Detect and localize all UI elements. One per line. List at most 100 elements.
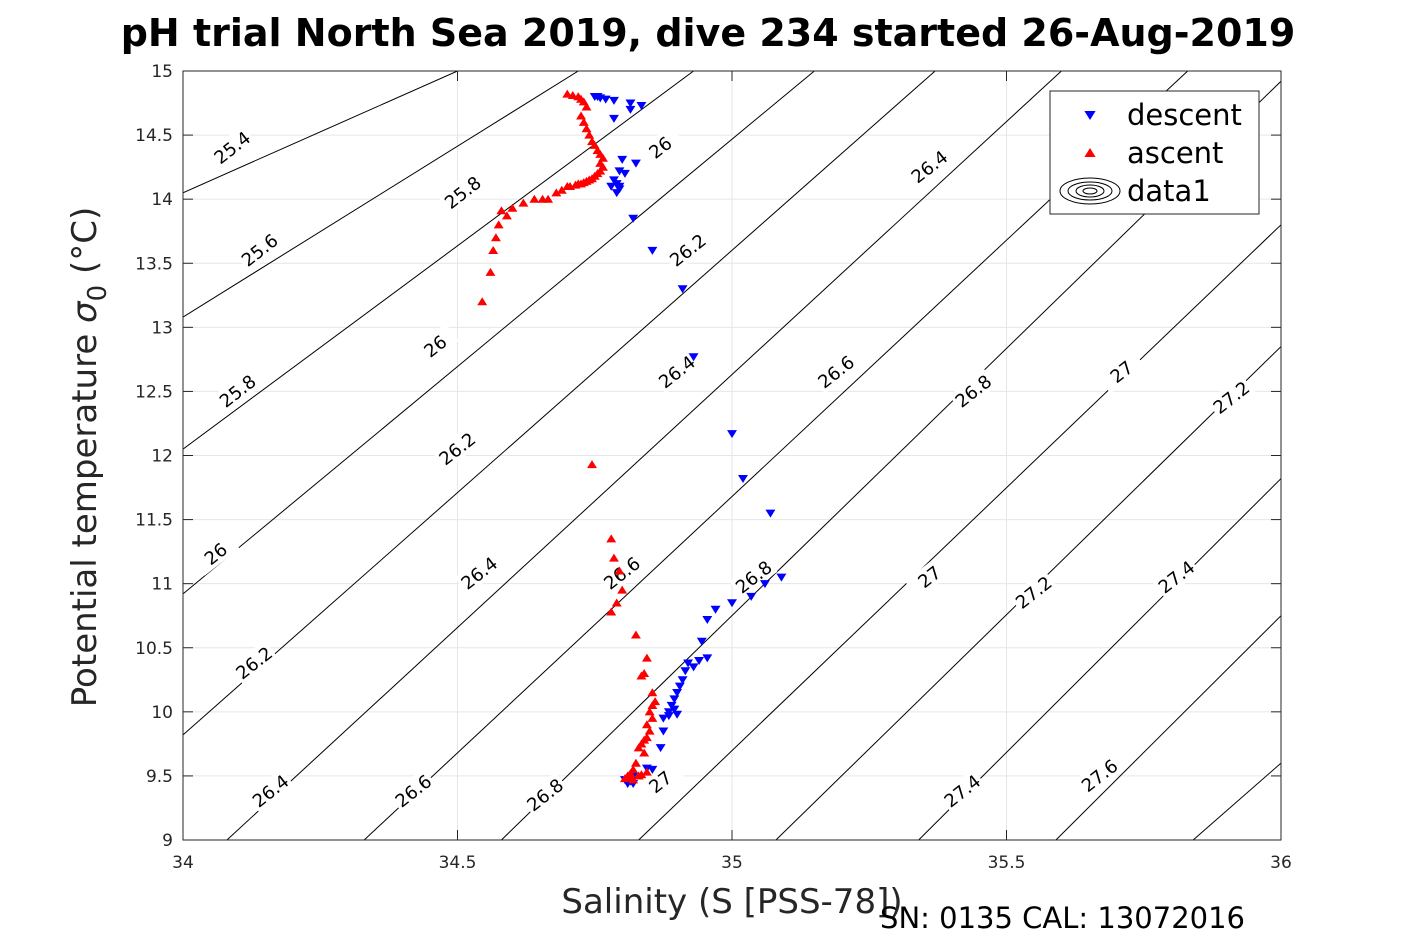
contour-label-backdrop — [191, 531, 240, 576]
contour-label-backdrop — [948, 368, 998, 413]
descent-point — [628, 214, 639, 223]
y-axis-label-unit: (°C) — [65, 207, 105, 285]
y-axis-label-main: Potential temperature — [65, 323, 105, 707]
descent-point — [672, 689, 683, 698]
ascent-point — [630, 758, 641, 767]
contour-label-backdrop — [904, 554, 954, 599]
descent-point — [663, 712, 674, 721]
grid-lines — [183, 71, 1281, 840]
descent-point — [625, 99, 636, 108]
y-tick-label: 12.5 — [135, 382, 173, 402]
contour-label-backdrop — [1075, 752, 1124, 798]
descent-point — [677, 676, 688, 685]
descent-point — [765, 509, 776, 518]
ascent-point — [490, 233, 501, 242]
legend-contour-ring — [1067, 181, 1113, 201]
ascent-point — [570, 180, 581, 189]
descent-point — [688, 353, 699, 362]
contour-label-backdrop — [410, 323, 460, 368]
ascent-point — [630, 630, 641, 639]
ascent-point — [551, 188, 562, 197]
descent-point — [738, 474, 748, 483]
x-axis-label: Salinity (S [PSS-78]) — [561, 882, 902, 922]
x-tick-label: 35 — [721, 853, 743, 873]
ascent-point — [636, 671, 647, 680]
contour-label-backdrop — [246, 768, 295, 813]
descent-point — [710, 605, 721, 614]
descent-point — [696, 637, 707, 646]
x-tick-label: 36 — [1270, 853, 1292, 873]
legend-contour-ring — [1059, 177, 1121, 205]
y-axis-label: Potential temperature σ0 (°C) — [65, 207, 113, 707]
descent-point — [658, 714, 669, 723]
axis-ticks: 34 34.5 35 35.5 36 9 9.5 10 10.5 11 11.5 12 12.5 13 13… — [135, 62, 1292, 873]
descent-point — [674, 682, 685, 691]
ascent-point — [641, 720, 652, 729]
contour-label-backdrop — [811, 349, 860, 394]
descent-point — [647, 765, 658, 774]
descent-point — [647, 246, 658, 255]
legend-label-descent: descent — [1127, 98, 1242, 132]
ascent-point — [493, 220, 504, 229]
ascent-point — [641, 767, 652, 776]
ascent-point — [501, 211, 512, 220]
descent-point — [688, 663, 699, 672]
descent-point — [727, 430, 737, 439]
descent-point — [609, 96, 619, 105]
descent-point — [636, 102, 647, 111]
data-series — [477, 89, 787, 789]
contour-label-backdrop — [207, 124, 256, 170]
density-contour-line — [1055, 615, 1281, 840]
ascent-point — [644, 726, 655, 735]
ascent-point — [614, 566, 625, 575]
contour-label-backdrop — [652, 349, 701, 394]
y-tick-label: 14 — [151, 190, 173, 210]
y-tick-label: 13 — [151, 318, 173, 338]
contour-label-backdrop — [432, 426, 481, 471]
descent-point — [702, 654, 713, 663]
y-tick-label: 10 — [151, 703, 173, 723]
ascent-point — [567, 90, 578, 99]
contour-label-backdrop — [904, 144, 954, 189]
descent-point — [677, 285, 688, 294]
ascent-point — [611, 598, 622, 607]
ascent-point — [488, 246, 499, 255]
ascent-point — [581, 102, 592, 111]
y-tick-label: 11.5 — [135, 511, 173, 531]
contour-label-backdrop — [937, 768, 987, 813]
ascent-point — [587, 460, 597, 469]
ascent-point — [633, 743, 644, 752]
y-tick-label: 11 — [151, 575, 173, 595]
chart-legend: descent ascent data1 — [1049, 90, 1260, 215]
ascent-point — [507, 203, 518, 212]
contour-label-backdrop — [235, 227, 284, 272]
ascent-point — [556, 185, 567, 194]
descent-point — [658, 727, 669, 736]
descent-point — [672, 710, 683, 719]
density-contours — [183, 71, 1281, 840]
ascent-point — [606, 534, 617, 543]
descent-point — [619, 169, 630, 178]
descent-point — [614, 167, 625, 176]
descent-point — [680, 667, 691, 676]
legend-contour-ring — [1082, 187, 1098, 195]
ascent-point — [628, 775, 639, 784]
contour-label-backdrop — [388, 768, 438, 813]
density-contour-line — [183, 71, 458, 194]
descent-point — [669, 695, 680, 704]
contour-label-backdrop — [520, 772, 569, 817]
ascent-point — [636, 770, 647, 779]
contour-label-backdrop — [635, 124, 685, 170]
ascent-point — [647, 713, 658, 722]
ascent-point — [529, 194, 540, 203]
legend-swatch-ascent — [1084, 148, 1096, 158]
descent-point — [702, 615, 713, 624]
descent-point — [606, 182, 617, 191]
descent-point — [630, 159, 641, 168]
density-contour-line — [183, 71, 694, 450]
contour-label-backdrop — [438, 169, 487, 215]
contour-label-backdrop — [663, 227, 712, 272]
descent-point — [600, 95, 611, 104]
y-tick-label: 14.5 — [135, 126, 173, 146]
